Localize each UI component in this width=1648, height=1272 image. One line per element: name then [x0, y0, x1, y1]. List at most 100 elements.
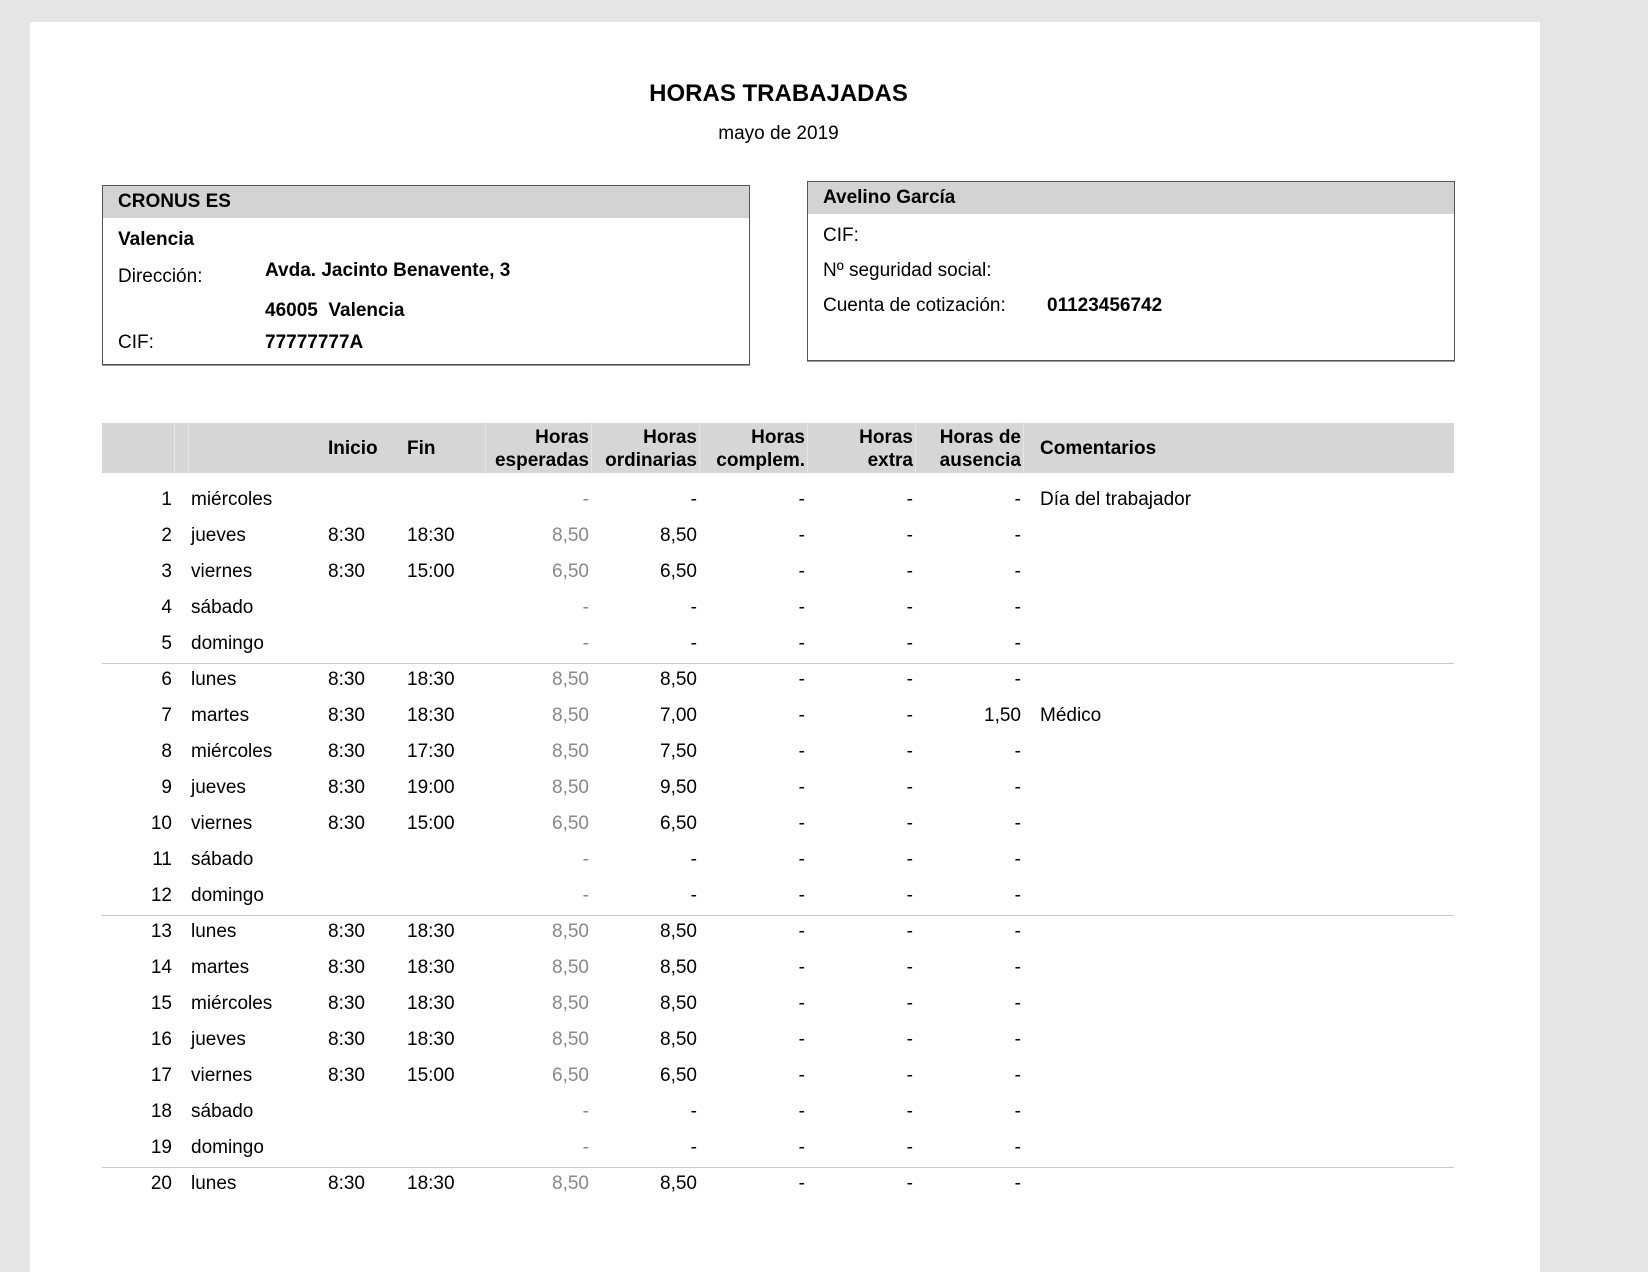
- start-time: 8:30: [328, 1065, 365, 1086]
- weekday: lunes: [191, 1173, 237, 1194]
- week-divider: [102, 915, 1454, 916]
- ordinary-hours: -: [690, 633, 697, 654]
- expected-hours: -: [582, 885, 589, 906]
- day-number: 5: [161, 633, 172, 654]
- week-divider: [102, 663, 1454, 664]
- ordinary-hours: 8,50: [660, 525, 697, 546]
- start-time: 8:30: [328, 1029, 365, 1050]
- expected-hours: 8,50: [552, 705, 589, 726]
- start-time: 8:30: [328, 777, 365, 798]
- absence-hours: -: [1014, 777, 1021, 798]
- table-row: 16 jueves 8:30 18:30 8,50 8,50 - - -: [102, 1022, 1454, 1058]
- table-row: 6 lunes 8:30 18:30 8,50 8,50 - - -: [102, 662, 1454, 698]
- expected-hours: -: [582, 849, 589, 870]
- absence-hours: -: [1014, 633, 1021, 654]
- weekday: domingo: [191, 633, 264, 654]
- absence-hours: -: [1014, 741, 1021, 762]
- col-ausencia: Horas de ausencia: [939, 427, 1021, 471]
- table-row: 10 viernes 8:30 15:00 6,50 6,50 - - -: [102, 806, 1454, 842]
- weekday: miércoles: [191, 489, 273, 510]
- expected-hours: 6,50: [552, 561, 589, 582]
- company-cif-label: CIF:: [118, 332, 154, 353]
- employee-cif-label: CIF:: [823, 225, 859, 246]
- table-row: 20 lunes 8:30 18:30 8,50 8,50 - - -: [102, 1166, 1454, 1202]
- weekday: viernes: [191, 561, 253, 582]
- extra-hours: -: [906, 705, 913, 726]
- ordinary-hours: -: [690, 1101, 697, 1122]
- complementary-hours: -: [798, 669, 805, 690]
- report-title: HORAS TRABAJADAS: [649, 80, 908, 107]
- start-time: 8:30: [328, 1173, 365, 1194]
- absence-hours: -: [1014, 957, 1021, 978]
- absence-hours: -: [1014, 561, 1021, 582]
- extra-hours: -: [906, 669, 913, 690]
- col-complem: Horas complem.: [716, 427, 805, 471]
- absence-hours: -: [1014, 849, 1021, 870]
- weekday: lunes: [191, 669, 237, 690]
- table-row: 19 domingo - - - - -: [102, 1130, 1454, 1166]
- expected-hours: -: [582, 633, 589, 654]
- ordinary-hours: 6,50: [660, 561, 697, 582]
- expected-hours: 8,50: [552, 957, 589, 978]
- absence-hours: -: [1014, 489, 1021, 510]
- day-number: 17: [150, 1065, 172, 1086]
- expected-hours: 8,50: [552, 1029, 589, 1050]
- ordinary-hours: 6,50: [660, 813, 697, 834]
- ordinary-hours: 8,50: [660, 957, 697, 978]
- day-number: 13: [150, 921, 172, 942]
- expected-hours: 8,50: [552, 669, 589, 690]
- table-row: 3 viernes 8:30 15:00 6,50 6,50 - - -: [102, 554, 1454, 590]
- weekday: sábado: [191, 1101, 254, 1122]
- table-row: 14 martes 8:30 18:30 8,50 8,50 - - -: [102, 950, 1454, 986]
- day-number: 7: [161, 705, 172, 726]
- end-time: 17:30: [407, 741, 455, 762]
- absence-hours: -: [1014, 813, 1021, 834]
- extra-hours: -: [906, 957, 913, 978]
- ordinary-hours: 9,50: [660, 777, 697, 798]
- employee-box: Avelino García CIF: Nº seguridad social:…: [807, 181, 1455, 361]
- day-number: 6: [161, 669, 172, 690]
- company-box: CRONUS ES Valencia Dirección: Avda. Jaci…: [102, 185, 750, 365]
- weekday: jueves: [191, 525, 246, 546]
- col-ordinarias: Horas ordinarias: [605, 427, 697, 471]
- extra-hours: -: [906, 561, 913, 582]
- extra-hours: -: [906, 849, 913, 870]
- table-row: 5 domingo - - - - -: [102, 626, 1454, 662]
- table-row: 15 miércoles 8:30 18:30 8,50 8,50 - - -: [102, 986, 1454, 1022]
- col-inicio: Inicio: [328, 438, 378, 459]
- start-time: 8:30: [328, 957, 365, 978]
- weekday: miércoles: [191, 741, 273, 762]
- end-time: 19:00: [407, 777, 455, 798]
- ordinary-hours: 6,50: [660, 1065, 697, 1086]
- complementary-hours: -: [798, 957, 805, 978]
- expected-hours: 8,50: [552, 777, 589, 798]
- absence-hours: -: [1014, 597, 1021, 618]
- start-time: 8:30: [328, 561, 365, 582]
- expected-hours: 8,50: [552, 993, 589, 1014]
- day-number: 19: [150, 1137, 172, 1158]
- absence-hours: -: [1014, 885, 1021, 906]
- day-number: 12: [150, 885, 172, 906]
- ordinary-hours: 7,00: [660, 705, 697, 726]
- ordinary-hours: 8,50: [660, 1029, 697, 1050]
- extra-hours: -: [906, 633, 913, 654]
- table-row: 12 domingo - - - - -: [102, 878, 1454, 914]
- ordinary-hours: -: [690, 489, 697, 510]
- start-time: 8:30: [328, 993, 365, 1014]
- weekday: jueves: [191, 1029, 246, 1050]
- ordinary-hours: -: [690, 885, 697, 906]
- end-time: 18:30: [407, 669, 455, 690]
- day-number: 11: [152, 849, 172, 870]
- start-time: 8:30: [328, 669, 365, 690]
- day-number: 18: [150, 1101, 172, 1122]
- address-line2: 46005 Valencia: [265, 300, 405, 321]
- table-row: 13 lunes 8:30 18:30 8,50 8,50 - - -: [102, 914, 1454, 950]
- day-number: 4: [161, 597, 172, 618]
- complementary-hours: -: [798, 705, 805, 726]
- expected-hours: 8,50: [552, 921, 589, 942]
- start-time: 8:30: [328, 705, 365, 726]
- start-time: 8:30: [328, 921, 365, 942]
- absence-hours: -: [1014, 1029, 1021, 1050]
- complementary-hours: -: [798, 849, 805, 870]
- day-number: 15: [150, 993, 172, 1014]
